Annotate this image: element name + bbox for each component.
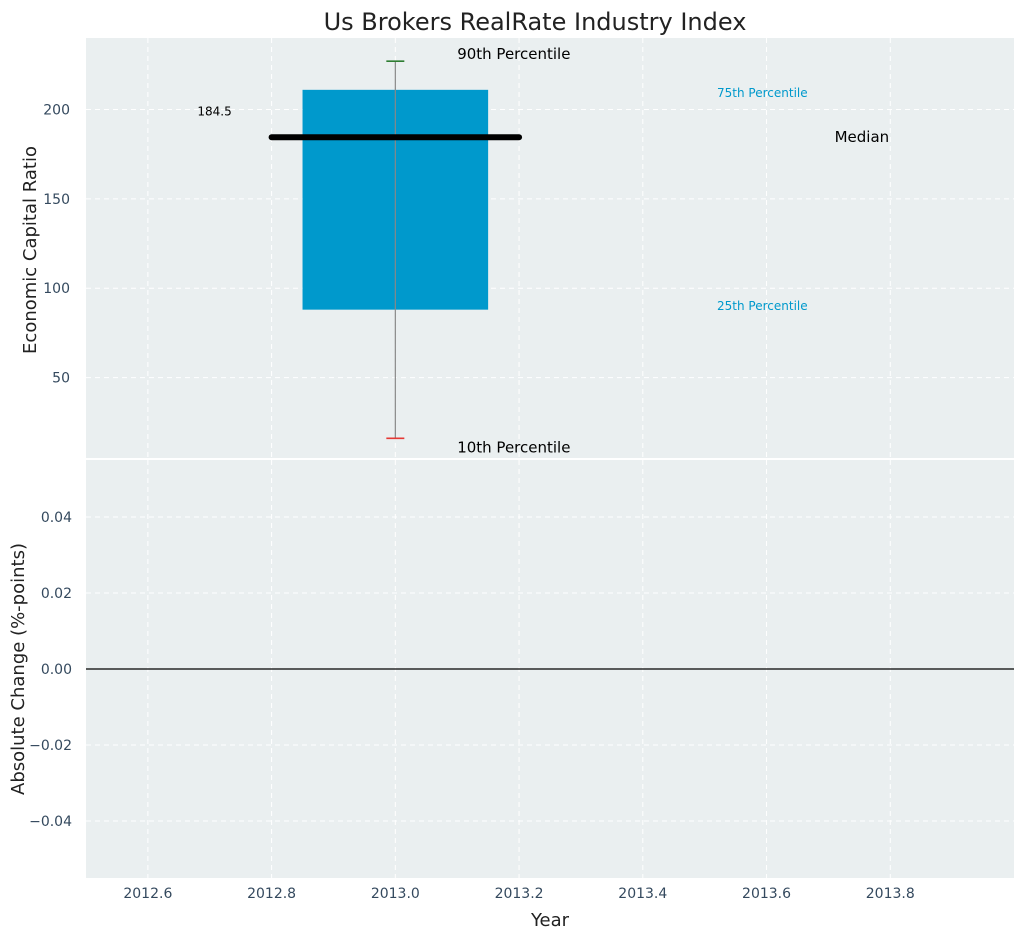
top-panel: 50 100 150 200 184.5 90th Percentile 75th P… bbox=[20, 38, 1014, 458]
p90-label: 90th Percentile bbox=[457, 45, 570, 63]
top-y-tick-label: 100 bbox=[43, 281, 70, 297]
chart-title: Us Brokers RealRate Industry Index bbox=[324, 8, 747, 36]
top-y-tick-label: 150 bbox=[43, 192, 70, 208]
bottom-y-tick-label: −0.04 bbox=[29, 814, 72, 830]
bottom-y-tick-label: 0.04 bbox=[41, 510, 72, 526]
bottom-y-axis-label: Absolute Change (%-points) bbox=[8, 543, 29, 795]
bottom-y-tick-label: −0.02 bbox=[29, 738, 72, 754]
x-tick-label: 2012.6 bbox=[123, 886, 172, 902]
x-tick-label: 2012.8 bbox=[247, 886, 296, 902]
x-tick-label: 2013.6 bbox=[742, 886, 791, 902]
x-tick-label: 2013.0 bbox=[371, 886, 420, 902]
top-y-tick-label: 200 bbox=[43, 102, 70, 118]
bottom-y-tick-label: 0.00 bbox=[41, 662, 72, 678]
bottom-panel: −0.04 −0.02 0.00 0.02 0.04 2012.6 2012.8 2013.… bbox=[8, 460, 1014, 931]
top-y-axis-label: Economic Capital Ratio bbox=[20, 146, 41, 354]
p75-label: 75th Percentile bbox=[717, 86, 808, 100]
x-tick-label: 2013.2 bbox=[495, 886, 544, 902]
x-tick-label: 2013.4 bbox=[618, 886, 667, 902]
top-axes-background bbox=[86, 38, 1014, 458]
bottom-y-tick-label: 0.02 bbox=[41, 586, 72, 602]
top-y-ticks: 50 100 150 200 bbox=[43, 102, 70, 386]
p10-label: 10th Percentile bbox=[457, 438, 570, 456]
median-label: Median bbox=[835, 128, 890, 146]
bottom-y-ticks: −0.04 −0.02 0.00 0.02 0.04 bbox=[29, 510, 72, 830]
x-tick-label: 2013.8 bbox=[866, 886, 915, 902]
p25-label: 25th Percentile bbox=[717, 299, 808, 313]
median-value-label: 184.5 bbox=[197, 105, 231, 119]
top-y-tick-label: 50 bbox=[52, 371, 70, 387]
bottom-x-ticks: 2012.6 2012.8 2013.0 2013.2 2013.4 2013.6 2013… bbox=[123, 886, 914, 902]
x-axis-label: Year bbox=[530, 910, 570, 931]
